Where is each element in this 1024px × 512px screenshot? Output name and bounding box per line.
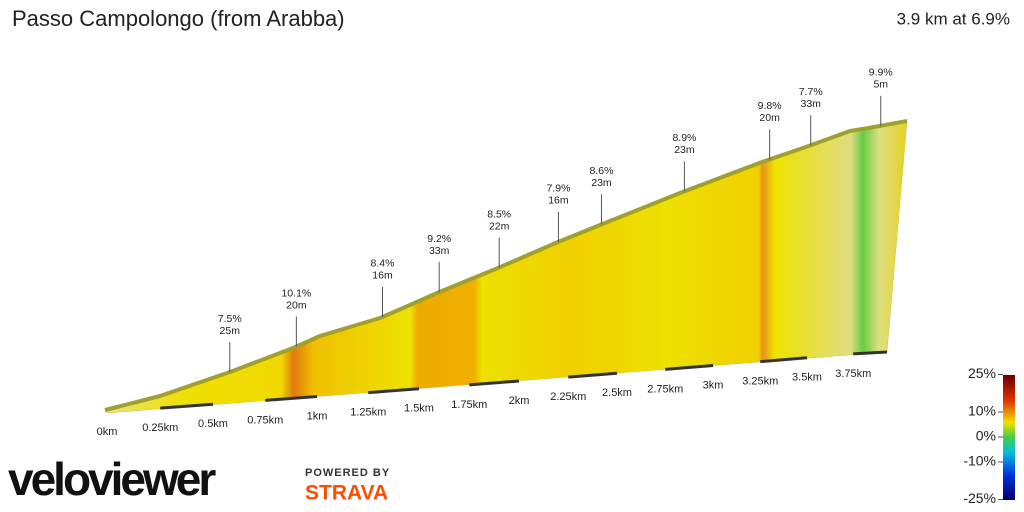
x-tick-label: 1.5km xyxy=(404,403,434,415)
chart-title: Passo Campolongo (from Arabba) xyxy=(12,6,345,31)
annotation-gain: 20m xyxy=(286,299,307,311)
chart-subtitle: 3.9 km at 6.9% xyxy=(897,9,1010,28)
colorbar-label: -25% xyxy=(963,490,996,506)
annotation-grade: 7.5% xyxy=(218,313,242,325)
brand-partner: STRAVA xyxy=(305,482,388,505)
annotation-gain: 20m xyxy=(759,112,780,124)
x-tick-label: 3.25km xyxy=(742,376,778,388)
base-segment xyxy=(760,356,808,364)
colorbar-label: 25% xyxy=(968,365,996,381)
colorbar-label: 0% xyxy=(976,428,996,444)
annotation-grade: 9.8% xyxy=(758,100,782,112)
base-segment xyxy=(568,371,618,379)
x-tick-label: 2.5km xyxy=(602,387,632,399)
base-segment xyxy=(265,395,318,402)
annotation-gain: 25m xyxy=(220,325,241,337)
annotation-gain: 23m xyxy=(674,144,695,156)
annotation-gain: 22m xyxy=(489,220,510,232)
base-segment xyxy=(853,350,888,356)
annotation-gain: 16m xyxy=(372,270,393,282)
x-tick-label: 3.75km xyxy=(835,368,871,380)
x-tick-label: 1.25km xyxy=(350,407,386,419)
annotation-grade: 9.2% xyxy=(427,233,451,245)
x-tick-label: 0.5km xyxy=(198,418,228,430)
annotation-grade: 8.5% xyxy=(487,208,511,220)
colorbar-label: 10% xyxy=(968,403,996,419)
brand-logo: veloviewer xyxy=(8,453,216,505)
annotation-grade: 7.7% xyxy=(799,86,823,98)
x-tick-label: 3.5km xyxy=(792,372,822,384)
base-segment xyxy=(160,402,214,410)
colorbar-label: -10% xyxy=(963,453,996,469)
x-tick-label: 2km xyxy=(509,395,530,407)
x-tick-label: 0.75km xyxy=(247,414,283,426)
x-tick-label: 3km xyxy=(703,379,724,391)
x-tick-label: 0km xyxy=(97,426,118,438)
annotation-gain: 16m xyxy=(548,195,569,207)
base-segment xyxy=(469,379,520,387)
annotation-grade: 7.9% xyxy=(546,183,570,195)
profile-face xyxy=(104,120,908,414)
brand-powered: POWERED BY xyxy=(305,467,390,479)
base-segment xyxy=(368,387,420,395)
annotation-grade: 8.4% xyxy=(371,258,395,270)
annotation-grade: 10.1% xyxy=(281,287,311,299)
x-tick-label: 1.75km xyxy=(451,399,487,411)
annotation-grade: 8.9% xyxy=(672,132,696,144)
x-tick-label: 2.75km xyxy=(647,383,683,395)
base-segment xyxy=(665,364,714,371)
annotation-grade: 9.9% xyxy=(869,67,893,79)
annotation-gain: 5m xyxy=(873,79,888,91)
x-tick-label: 2.25km xyxy=(550,391,586,403)
x-tick-label: 1km xyxy=(307,410,328,422)
annotation-gain: 33m xyxy=(429,245,450,257)
annotation-gain: 23m xyxy=(591,177,612,189)
profile-top xyxy=(104,119,908,412)
annotation-grade: 8.6% xyxy=(589,165,613,177)
annotation-gain: 33m xyxy=(800,98,821,110)
colorbar xyxy=(1003,375,1015,500)
x-tick-label: 0.25km xyxy=(142,422,178,434)
